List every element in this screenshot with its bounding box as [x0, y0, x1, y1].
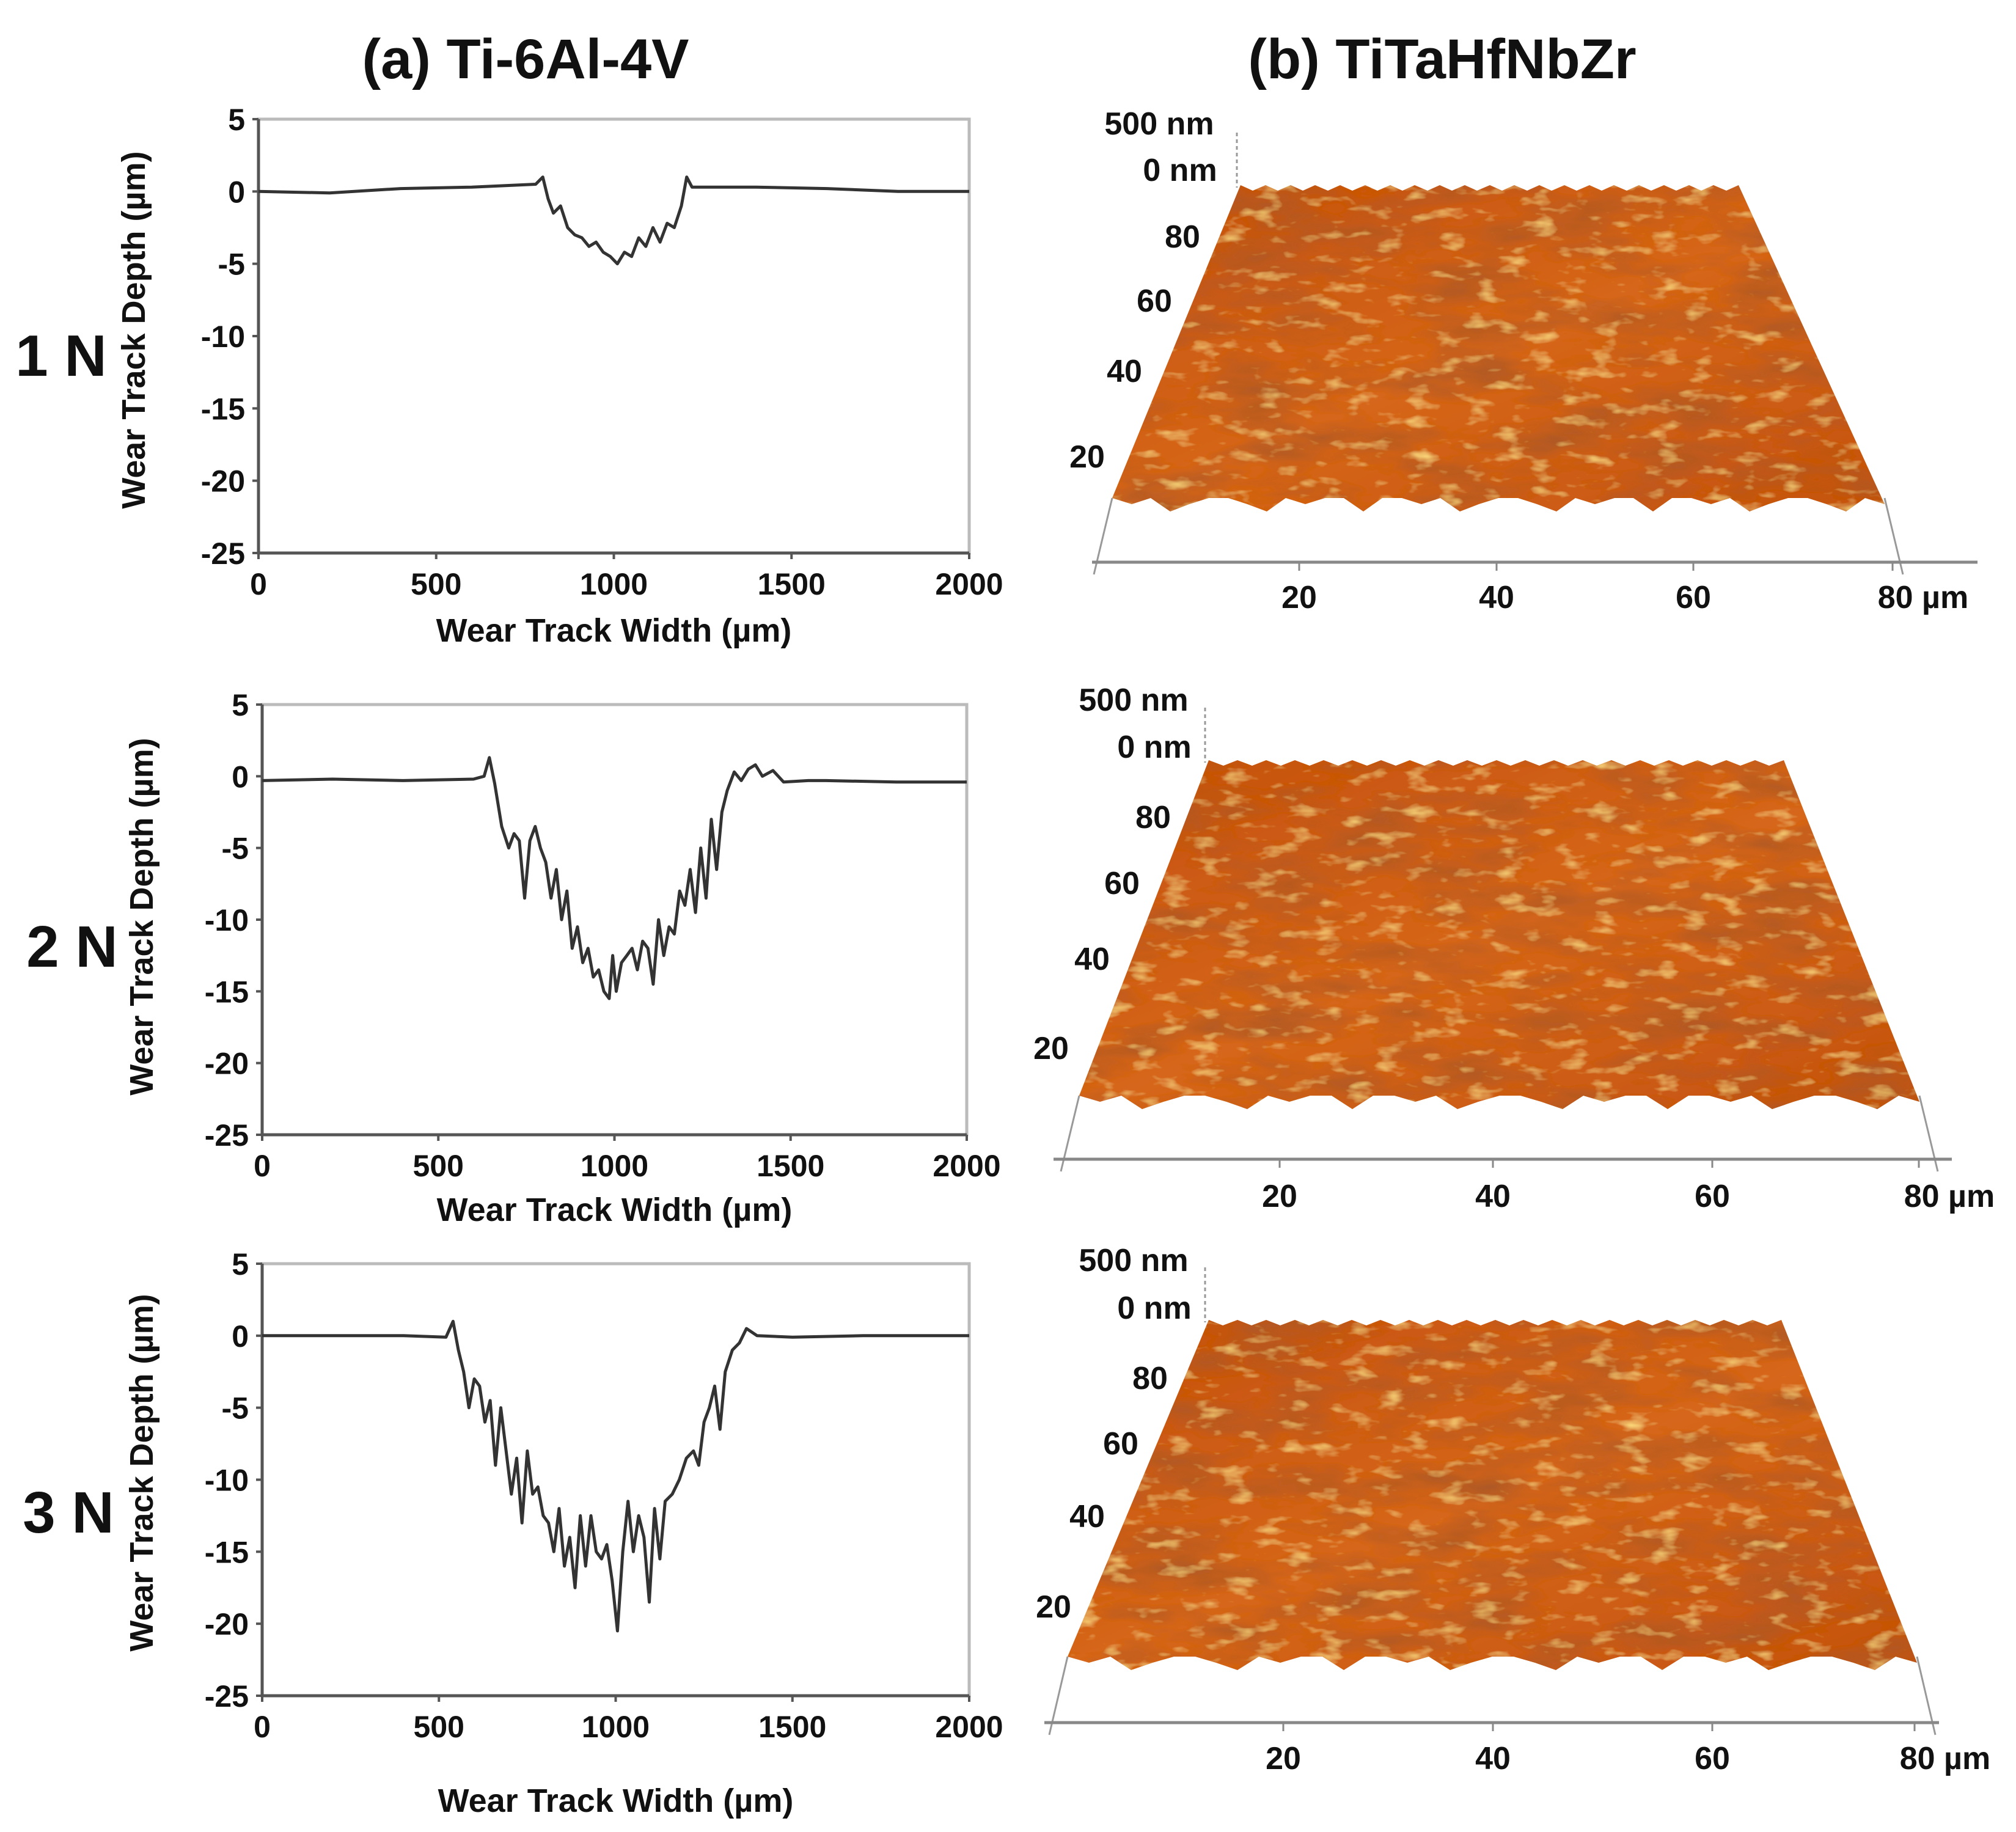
- x-tick-label: 500: [414, 1710, 464, 1744]
- y-tick-label: 5: [232, 1247, 249, 1281]
- row-label-3n: 3 N: [23, 1480, 114, 1545]
- x-tick-label: 500: [411, 567, 461, 601]
- afm-y-tick-label: 80: [1135, 800, 1171, 835]
- y-tick-label: 0: [228, 175, 245, 209]
- afm-surface-panel-1n: 20 40 60 80 µm 500 nm 0 nm 80 60 40 20: [1069, 106, 1978, 615]
- afm-x-tick-label: 60: [1695, 1741, 1730, 1776]
- afm-height-map: [1079, 760, 1919, 1109]
- afm-y-tick-label: 60: [1137, 284, 1172, 319]
- afm-x-tick-label: 80 µm: [1900, 1741, 1990, 1776]
- x-tick-label: 0: [250, 567, 267, 601]
- afm-x-tick-label: 20: [1262, 1179, 1297, 1214]
- y-tick-label: -20: [205, 1047, 249, 1081]
- x-axis-label: Wear Track Width (µm): [436, 612, 792, 649]
- afm-x-tick-label: 40: [1479, 580, 1514, 615]
- afm-y-tick-label: 40: [1074, 942, 1110, 977]
- afm-surface-panel-3n: 20 40 60 80 µm 500 nm 0 nm 80 60 40 20: [1036, 1243, 1990, 1776]
- y-tick-label: -10: [205, 1464, 249, 1498]
- y-tick-label: 5: [232, 688, 249, 722]
- afm-x-tick-label: 60: [1676, 580, 1711, 615]
- title-b: (b) TiTaHfNbZr: [1248, 28, 1636, 90]
- y-tick-label: 0: [232, 1319, 249, 1354]
- y-tick-label: -10: [201, 320, 245, 354]
- afm-y-tick-label: 80: [1165, 219, 1200, 255]
- afm-x-tick-label: 60: [1695, 1179, 1730, 1214]
- x-axis-label: Wear Track Width (µm): [438, 1783, 794, 1819]
- y-tick-label: 5: [228, 103, 245, 137]
- y-tick-label: -15: [205, 1535, 249, 1569]
- afm-x-tick-label: 40: [1475, 1741, 1511, 1776]
- afm-height-map: [1068, 1320, 1917, 1670]
- x-tick-label: 0: [254, 1149, 271, 1183]
- afm-x-tick-label: 20: [1281, 580, 1317, 615]
- y-tick-label: -15: [201, 392, 245, 426]
- afm-y-tick-label: 40: [1107, 354, 1142, 389]
- afm-z-label: 0 nm: [1117, 1291, 1191, 1326]
- y-axis-label: Wear Track Depth (µm): [123, 1294, 160, 1651]
- y-tick-label: -5: [218, 247, 245, 282]
- x-tick-label: 0: [254, 1710, 271, 1744]
- afm-y-tick-label: 60: [1104, 866, 1140, 901]
- plot-frame: [257, 117, 971, 555]
- y-tick-label: -20: [201, 464, 245, 499]
- plot-frame: [260, 1262, 971, 1698]
- afm-y-tick-label: 40: [1069, 1499, 1105, 1534]
- afm-y-tick-label: 60: [1103, 1426, 1138, 1462]
- afm-x-tick-label: 20: [1266, 1741, 1301, 1776]
- afm-z-label: 0 nm: [1143, 153, 1217, 188]
- x-tick-label: 2000: [933, 1149, 1000, 1183]
- x-tick-label: 1500: [757, 1149, 824, 1183]
- x-tick-label: 1000: [581, 1149, 648, 1183]
- x-axis-label: Wear Track Width (µm): [437, 1192, 793, 1228]
- afm-y-tick-label: 20: [1036, 1589, 1071, 1625]
- x-tick-label: 1500: [758, 567, 826, 601]
- y-tick-label: -25: [201, 537, 245, 571]
- y-axis-label: Wear Track Depth (µm): [115, 151, 152, 508]
- afm-height-map: [1112, 185, 1885, 511]
- afm-surface-panel-2n: 20 40 60 80 µm 500 nm 0 nm 80 60 40 20: [1033, 683, 1995, 1214]
- afm-x-tick-label: 40: [1475, 1179, 1511, 1214]
- afm-z-label: 0 nm: [1117, 730, 1191, 765]
- y-tick-label: -20: [205, 1607, 249, 1641]
- x-tick-label: 1500: [758, 1710, 826, 1744]
- y-tick-label: 0: [232, 760, 249, 794]
- y-tick-label: -25: [205, 1118, 249, 1152]
- afm-x-tick-label: 80 µm: [1878, 580, 1968, 615]
- y-tick-label: -5: [222, 832, 249, 866]
- x-tick-label: 2000: [935, 567, 1003, 601]
- row-label-1n: 1 N: [15, 323, 106, 389]
- afm-y-tick-label: 20: [1069, 439, 1105, 475]
- y-axis-label: Wear Track Depth (µm): [123, 738, 160, 1095]
- y-tick-label: -15: [205, 975, 249, 1009]
- title-a: (a) Ti-6Al-4V: [362, 28, 689, 90]
- depth-profile-line: [262, 756, 967, 1000]
- afm-x-tick-label: 80 µm: [1904, 1179, 1995, 1214]
- afm-y-tick-label: 80: [1132, 1361, 1168, 1396]
- afm-z-label: 500 nm: [1079, 683, 1188, 718]
- x-tick-label: 1000: [582, 1710, 650, 1744]
- depth-profile-line: [262, 1319, 969, 1633]
- y-tick-label: -5: [222, 1391, 249, 1426]
- x-tick-label: 2000: [935, 1710, 1003, 1744]
- x-tick-label: 500: [413, 1149, 464, 1183]
- y-tick-label: -25: [205, 1679, 249, 1713]
- plot-frame: [260, 703, 969, 1137]
- afm-z-label: 500 nm: [1104, 106, 1214, 142]
- depth-profile-line: [258, 175, 969, 266]
- x-tick-label: 1000: [580, 567, 648, 601]
- afm-z-label: 500 nm: [1079, 1243, 1188, 1278]
- afm-y-tick-label: 20: [1033, 1031, 1069, 1066]
- y-tick-label: -10: [205, 903, 249, 937]
- row-label-2n: 2 N: [26, 914, 117, 980]
